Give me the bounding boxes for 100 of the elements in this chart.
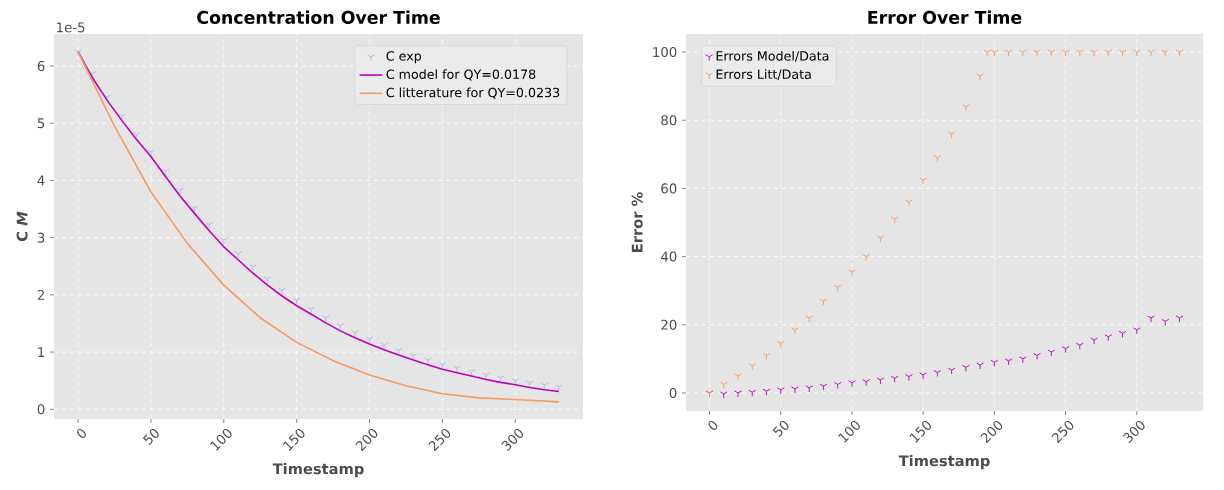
point: [1132, 327, 1141, 335]
y-tick-label: 1: [38, 347, 45, 357]
point: [482, 372, 491, 380]
x-tick-label: 150: [909, 420, 932, 443]
point: [848, 269, 856, 277]
point: [1004, 358, 1013, 366]
point: [1161, 318, 1170, 326]
point: [146, 149, 155, 157]
x-tick-label: 200: [980, 420, 1003, 444]
point: [132, 132, 141, 140]
point: [496, 375, 505, 383]
x-tick-label: 0: [708, 420, 718, 430]
point: [190, 205, 199, 213]
y-tick-label: 5: [37, 118, 45, 129]
point: [933, 155, 942, 163]
point: [467, 369, 476, 376]
point: [74, 49, 82, 57]
y-tick-label: 3: [37, 232, 45, 243]
x-tick-label: 150: [282, 428, 305, 451]
point: [321, 315, 330, 323]
legend-label: Errors Model/Data: [716, 50, 829, 62]
x-tick-label: 0: [76, 428, 86, 438]
point: [1075, 342, 1084, 350]
point: [1175, 49, 1184, 57]
point: [1047, 49, 1056, 57]
point: [961, 364, 970, 372]
point: [947, 131, 956, 139]
point: [1147, 49, 1155, 57]
point: [990, 359, 999, 367]
point: [776, 387, 785, 395]
point: [748, 363, 757, 371]
point: [919, 177, 928, 185]
point: [919, 372, 928, 380]
y-tick-label: 6: [37, 60, 45, 72]
point: [1018, 356, 1027, 364]
point: [351, 330, 359, 338]
point: [719, 391, 728, 399]
x-axis-title: Timestamp: [272, 462, 364, 478]
point: [278, 287, 287, 295]
point: [791, 386, 799, 394]
point: [890, 216, 899, 224]
point: [1004, 49, 1013, 57]
x-tick-label: 300: [501, 428, 524, 451]
x-tick-label: 100: [210, 428, 232, 451]
point: [438, 362, 447, 370]
y-axis-title: C M: [16, 211, 28, 241]
point: [292, 297, 301, 305]
x-tick-label: 100: [838, 420, 860, 443]
y-tick-label: 20: [661, 319, 677, 330]
point: [1090, 49, 1098, 57]
y-tick-label: 100: [653, 47, 677, 58]
x-tick-label: 50: [772, 420, 789, 437]
legend-label: C model for QY=0.0178: [386, 69, 536, 81]
x-tick-label: 50: [142, 428, 159, 445]
point: [990, 49, 999, 57]
point: [1118, 49, 1127, 57]
point: [307, 306, 316, 314]
point: [1090, 337, 1098, 345]
point: [819, 298, 828, 306]
legend-label: C exp: [386, 51, 422, 64]
y-tick-label: 2: [37, 289, 44, 300]
point: [976, 73, 985, 81]
point: [904, 374, 913, 382]
point: [423, 357, 432, 365]
point: [947, 367, 956, 375]
point: [409, 353, 418, 360]
point: [336, 323, 345, 331]
point: [734, 390, 742, 398]
point: [1147, 315, 1155, 323]
point: [365, 336, 374, 344]
point: [961, 104, 970, 112]
point: [1132, 49, 1141, 57]
point: [525, 380, 534, 388]
x-tick-label: 300: [1122, 420, 1145, 443]
point: [933, 370, 942, 377]
point: [263, 276, 272, 284]
y-tick-label: 40: [660, 251, 677, 262]
point: [555, 384, 563, 392]
point: [819, 383, 828, 391]
point: [762, 388, 771, 396]
chart-title: Error Over Time: [868, 10, 1022, 24]
point: [117, 113, 126, 121]
legend-label: C litterature for QY=0.0233: [386, 87, 560, 99]
point: [848, 380, 856, 388]
point: [1033, 352, 1042, 360]
point: [734, 373, 742, 381]
point: [1061, 346, 1070, 354]
point: [805, 315, 814, 323]
point: [1161, 49, 1170, 57]
point: [983, 49, 992, 57]
point: [1175, 315, 1184, 323]
point: [1018, 49, 1027, 57]
y-tick-label: 80: [661, 115, 677, 126]
point: [380, 342, 389, 350]
y-axis-title: Error %: [631, 192, 643, 252]
point: [1047, 349, 1056, 357]
point: [219, 237, 228, 245]
point: [805, 385, 814, 393]
x-tick-label: 200: [355, 428, 378, 452]
text: 1e-5: [57, 22, 85, 33]
